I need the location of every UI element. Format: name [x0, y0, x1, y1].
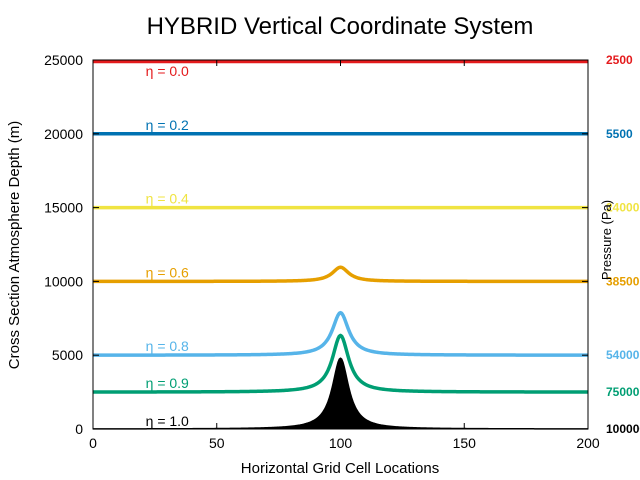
pressure-label-2: 24000	[606, 201, 640, 215]
pressure-label-3: 38500	[606, 274, 640, 288]
eta-label-4: η = 0.8	[146, 338, 189, 354]
y-tick-label-0: 0	[75, 421, 83, 437]
pressure-label-5: 75000	[606, 385, 640, 399]
y-tick-label-1: 5000	[52, 347, 83, 363]
plot-area: η = 0.0 η = 0.2 η = 0.4 η = 0.6 η = 0.8 η = 0…	[92, 59, 589, 430]
terrain-area	[93, 358, 588, 429]
series-line-eta-3	[92, 265, 589, 284]
y-axis-label: Cross Section Atmosphere Depth (m)	[6, 121, 23, 369]
x-axis-label: Horizontal Grid Cell Locations	[241, 460, 439, 477]
x-tick-label-2: 100	[329, 435, 353, 451]
x-tick-label-1: 50	[209, 435, 225, 451]
y-tick-label-4: 20000	[44, 126, 83, 142]
x-tick-label-0: 0	[89, 435, 97, 451]
pressure-label-1: 5500	[606, 127, 633, 141]
y-tick-label-3: 15000	[44, 200, 83, 216]
eta-label-1: η = 0.2	[146, 117, 189, 133]
chart-title: HYBRID Vertical Coordinate System	[147, 13, 534, 40]
pressure-label-0: 2500	[606, 53, 633, 67]
eta-label-6: η = 1.0	[146, 413, 189, 429]
eta-label-3: η = 0.6	[146, 264, 189, 280]
eta-label-5: η = 0.9	[146, 375, 189, 391]
pressure-label-4: 54000	[606, 348, 640, 362]
eta-label-0: η = 0.0	[146, 63, 189, 79]
series-line-eta-5	[92, 333, 589, 394]
y2-axis-label: Pressure (Pa)	[599, 200, 614, 280]
x-tick-label-3: 150	[453, 435, 477, 451]
x-tick-label-4: 200	[576, 435, 600, 451]
eta-label-2: η = 0.4	[146, 191, 189, 207]
series-line-eta-4	[92, 310, 589, 357]
y-tick-label-2: 10000	[44, 273, 83, 289]
y-tick-label-5: 25000	[44, 52, 83, 68]
axis-ticks: 2500550024000385005400075000100000050100…	[44, 52, 640, 451]
